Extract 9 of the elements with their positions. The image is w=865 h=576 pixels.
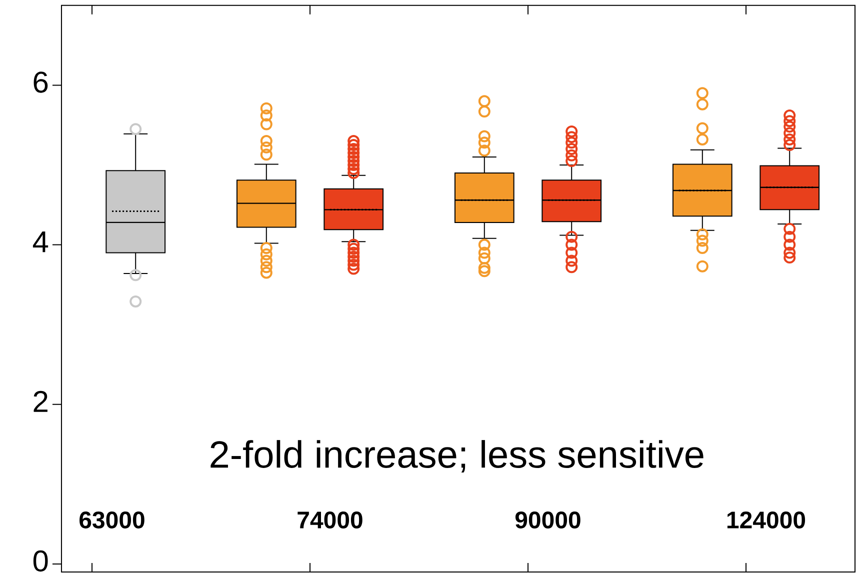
x-tick-label: 74000 (298, 511, 362, 528)
x-tick-label: 90000 (515, 511, 580, 528)
y-tick-label: 4 (32, 231, 48, 252)
annotation: 2-fold increase; less sensitive (210, 440, 704, 472)
y-tick-label: 6 (34, 72, 48, 93)
x-tick-label: 63000 (80, 511, 144, 528)
y-tick-label: 2 (34, 390, 48, 412)
y-tick-label: 0 (33, 550, 48, 572)
x-tick-label: 124000 (727, 511, 806, 528)
